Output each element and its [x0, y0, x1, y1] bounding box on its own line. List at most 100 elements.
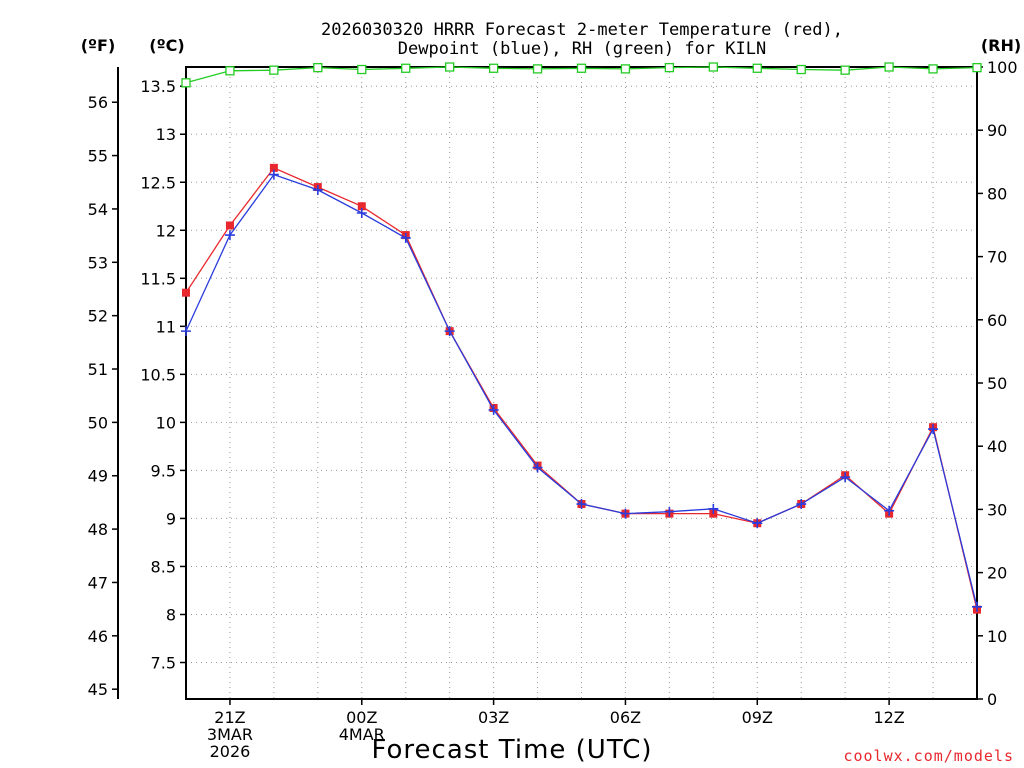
fahrenheit-tick-label: 53 — [88, 253, 108, 272]
grid-lines — [186, 67, 977, 699]
dewpoint-point — [224, 230, 235, 241]
rh-tick-label: 100 — [987, 58, 1018, 77]
rh-point — [401, 63, 411, 73]
celsius-tick-label: 8 — [166, 605, 176, 624]
rh-point — [357, 64, 367, 75]
rh-point — [884, 62, 894, 72]
rh-point — [445, 62, 455, 72]
rh-tick-label: 60 — [987, 311, 1007, 330]
rh-point — [225, 66, 235, 76]
rh-point — [840, 65, 850, 75]
dewpoint-point — [268, 169, 279, 180]
dewpoint-point — [576, 499, 587, 510]
x-tick-label: 2026 — [210, 742, 251, 761]
credit-text: coolwx.com/models — [843, 747, 1014, 765]
fahrenheit-tick-label: 48 — [88, 520, 108, 539]
dewpoint-point — [620, 508, 631, 519]
celsius-tick-label: 9.5 — [151, 461, 176, 480]
rh-point — [620, 64, 631, 74]
rh-point — [313, 62, 323, 73]
fahrenheit-tick-label: 50 — [88, 413, 108, 432]
celsius-tick-label: 10.5 — [140, 365, 176, 384]
celsius-tick-label: 8.5 — [151, 557, 176, 576]
celsius-tick-label: 9 — [166, 509, 176, 528]
dewpoint-point — [532, 462, 543, 473]
rh-point — [708, 62, 718, 72]
dewpoint-point — [181, 326, 191, 337]
dewpoint-point — [884, 505, 895, 516]
x-tick-label: 12Z — [873, 708, 904, 727]
axes — [112, 66, 983, 705]
x-tick-label: 00Z — [346, 708, 377, 727]
chart-title-line-1: 2026030320 HRRR Forecast 2-meter Tempera… — [321, 20, 843, 40]
dewpoint-point — [796, 499, 807, 510]
x-tick-label: 09Z — [742, 708, 773, 727]
celsius-axis-unit: (ºC) — [149, 36, 184, 55]
rh-tick-label: 20 — [987, 564, 1007, 583]
rh-tick-label: 70 — [987, 248, 1007, 267]
dewpoint-point — [928, 424, 939, 435]
temperature-point — [182, 288, 190, 297]
fahrenheit-tick-label: 51 — [88, 360, 108, 379]
dewpoint-point — [356, 207, 367, 218]
tick-labels: 7.5 8 8.5 9 9.5 10 10.5 11 11.5 12 12.5 13 13.5 45 46 4… — [88, 58, 1018, 761]
dewpoint-point — [840, 472, 851, 483]
fahrenheit-tick-label: 55 — [88, 147, 108, 166]
fahrenheit-tick-label: 47 — [88, 573, 108, 592]
series-line-temperature — [185, 167, 978, 610]
rh-point — [269, 65, 279, 75]
rh-tick-label: 30 — [987, 500, 1007, 519]
dewpoint-point — [488, 404, 499, 415]
fahrenheit-tick-label: 46 — [88, 627, 108, 646]
rh-point — [752, 63, 762, 73]
dewpoint-point — [312, 184, 323, 195]
rh-tick-label: 40 — [987, 437, 1007, 456]
celsius-tick-label: 12 — [156, 221, 176, 240]
celsius-tick-label: 13 — [156, 125, 176, 144]
celsius-tick-label: 10 — [156, 413, 176, 432]
dewpoint-point — [444, 326, 455, 337]
rh-point — [928, 64, 938, 74]
x-tick-label: 06Z — [610, 708, 641, 727]
temperature-point — [357, 202, 366, 211]
rh-point — [181, 78, 191, 88]
rh-point — [972, 62, 982, 73]
x-tick-label: 03Z — [478, 708, 509, 727]
rh-tick-label: 80 — [987, 184, 1007, 203]
dewpoint-point — [400, 232, 411, 243]
series-line-dewpoint — [185, 173, 978, 607]
celsius-tick-label: 12.5 — [140, 173, 176, 192]
fahrenheit-tick-label: 45 — [88, 680, 108, 699]
rh-point — [576, 63, 587, 73]
series-temperature — [182, 163, 981, 614]
x-tick-label: 3MAR — [207, 725, 253, 744]
fahrenheit-tick-label: 54 — [88, 200, 108, 219]
x-axis-label: Forecast Time (UTC) — [371, 735, 652, 765]
series-rh — [181, 62, 982, 88]
rh-tick-label: 0 — [987, 690, 997, 709]
x-tick-label: 4MAR — [339, 725, 385, 744]
celsius-tick-label: 11 — [156, 317, 176, 336]
data-series — [181, 62, 982, 614]
rh-tick-label: 90 — [987, 121, 1007, 140]
temperature-point — [225, 221, 234, 230]
temperature-point — [269, 163, 278, 172]
series-dewpoint — [181, 169, 982, 612]
fahrenheit-tick-label: 52 — [88, 307, 108, 326]
fahrenheit-axis-unit: (ºF) — [81, 36, 116, 55]
rh-point — [796, 64, 806, 75]
rh-point — [664, 62, 675, 73]
rh-point — [488, 63, 499, 73]
fahrenheit-tick-label: 49 — [88, 467, 108, 486]
dewpoint-point — [972, 601, 982, 612]
x-tick-label: 21Z — [214, 708, 245, 727]
dewpoint-point — [752, 518, 763, 529]
rh-point — [532, 64, 543, 74]
chart-title-line-2: Dewpoint (blue), RH (green) for KILN — [398, 39, 766, 59]
rh-tick-label: 10 — [987, 627, 1007, 646]
dewpoint-point — [664, 506, 675, 517]
celsius-tick-label: 11.5 — [140, 269, 176, 288]
celsius-tick-label: 13.5 — [140, 77, 176, 96]
rh-tick-label: 50 — [987, 374, 1007, 393]
